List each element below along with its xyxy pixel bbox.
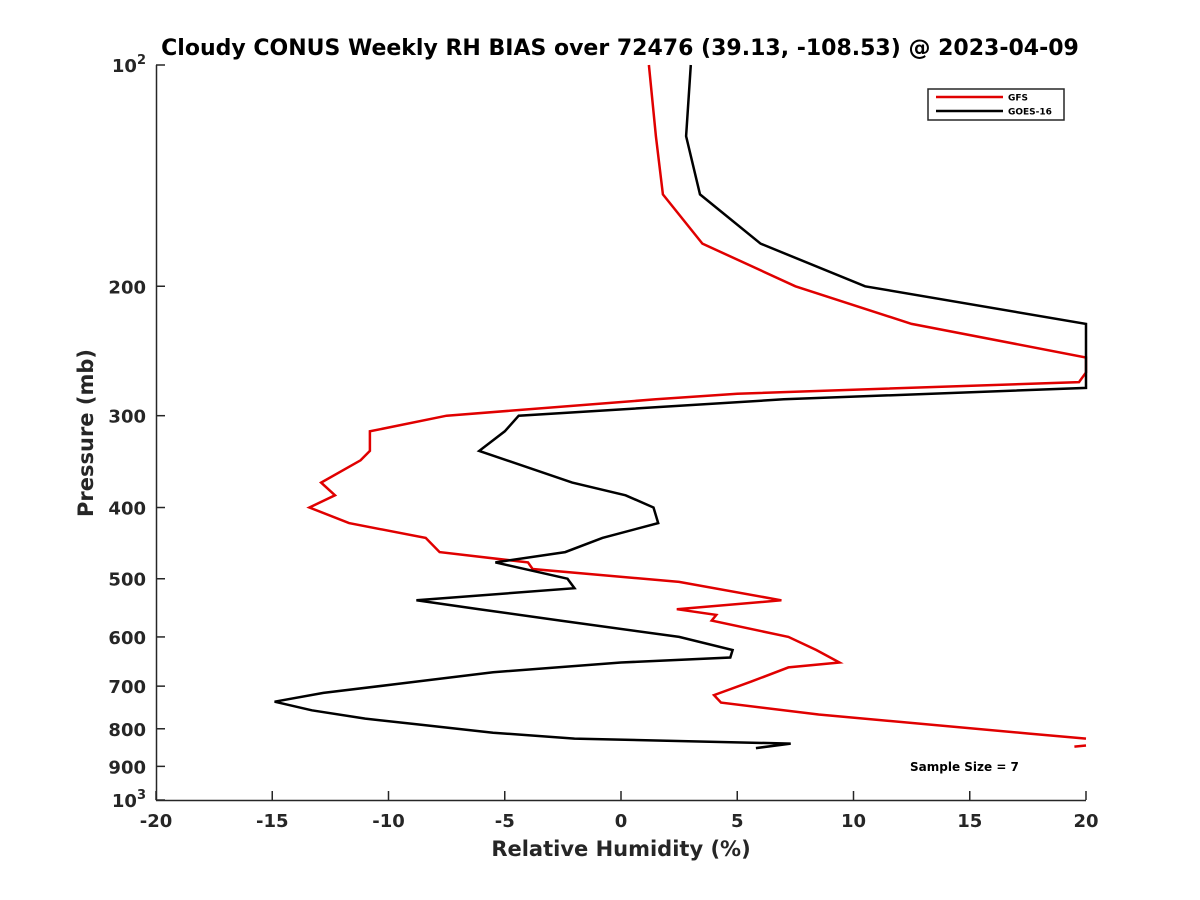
x-tick-label: 15 xyxy=(957,811,982,832)
y-tick-label: 600 xyxy=(108,628,146,649)
x-ticks: -20 -15 -10 -5 0 5 10 15 20 xyxy=(140,791,1099,832)
plot-lines xyxy=(274,64,1088,750)
legend-label-gfs: GFS xyxy=(1008,94,1028,104)
series-line-goes16 xyxy=(274,64,1088,750)
x-tick-label: -20 xyxy=(140,811,173,832)
y-tick-label: 900 xyxy=(108,757,146,778)
y-tick-label: 500 xyxy=(108,570,146,591)
y-ticks: 102 200 300 400 500 600 700 800 900 103 xyxy=(108,53,165,812)
x-tick-label: 20 xyxy=(1073,811,1098,832)
y-axis-label: Pressure (mb) xyxy=(74,349,98,517)
legend-label-goes16: GOES-16 xyxy=(1008,108,1052,118)
legend-box xyxy=(927,88,1065,121)
x-tick-label: 5 xyxy=(731,811,744,832)
y-tick-label: 200 xyxy=(108,277,146,298)
x-tick-label: -15 xyxy=(256,811,289,832)
x-tick-label: 0 xyxy=(615,811,628,832)
y-tick-label: 400 xyxy=(108,499,146,520)
legend: GFS GOES-16 xyxy=(927,88,1065,121)
x-tick-label: -5 xyxy=(495,811,515,832)
y-tick-label: 800 xyxy=(108,720,146,741)
y-tick-label: 103 xyxy=(112,788,146,812)
y-tick-label: 102 xyxy=(112,53,146,77)
series-line-gfs-2 xyxy=(1074,744,1087,748)
x-tick-label: -10 xyxy=(372,811,405,832)
y-tick-label: 300 xyxy=(108,407,146,428)
y-tick-label: 700 xyxy=(108,677,146,698)
chart-title: Cloudy CONUS Weekly RH BIAS over 72476 (… xyxy=(161,36,1079,61)
sample-size-annotation: Sample Size = 7 xyxy=(910,760,1019,774)
x-tick-label: 10 xyxy=(841,811,866,832)
series-line-gfs-1 xyxy=(306,64,1088,740)
x-axis-label: Relative Humidity (%) xyxy=(491,837,750,861)
